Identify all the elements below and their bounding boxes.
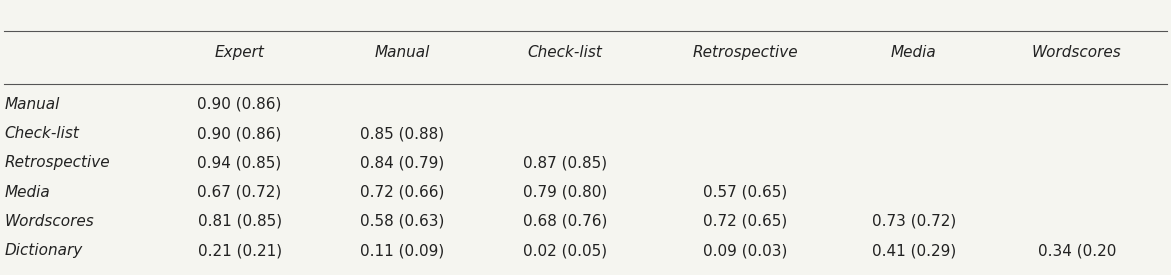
Text: 0.90 (0.86): 0.90 (0.86) — [198, 126, 282, 141]
Text: Retrospective: Retrospective — [692, 45, 799, 60]
Text: Dictionary: Dictionary — [5, 243, 82, 258]
Text: 0.09 (0.03): 0.09 (0.03) — [703, 243, 788, 258]
Text: Media: Media — [891, 45, 937, 60]
Text: 0.58 (0.63): 0.58 (0.63) — [361, 214, 445, 229]
Text: 0.73 (0.72): 0.73 (0.72) — [872, 214, 956, 229]
Text: Check-list: Check-list — [5, 126, 78, 141]
Text: Manual: Manual — [375, 45, 430, 60]
Text: 0.21 (0.21): 0.21 (0.21) — [198, 243, 282, 258]
Text: Check-list: Check-list — [528, 45, 603, 60]
Text: 0.57 (0.65): 0.57 (0.65) — [704, 185, 787, 200]
Text: 0.02 (0.05): 0.02 (0.05) — [523, 243, 608, 258]
Text: 0.72 (0.65): 0.72 (0.65) — [704, 214, 787, 229]
Text: Wordscores: Wordscores — [5, 214, 94, 229]
Text: 0.81 (0.85): 0.81 (0.85) — [198, 214, 282, 229]
Text: Expert: Expert — [214, 45, 265, 60]
Text: Manual: Manual — [5, 97, 60, 112]
Text: 0.41 (0.29): 0.41 (0.29) — [872, 243, 956, 258]
Text: Retrospective: Retrospective — [5, 155, 110, 170]
Text: 0.85 (0.88): 0.85 (0.88) — [361, 126, 445, 141]
Text: 0.68 (0.76): 0.68 (0.76) — [523, 214, 608, 229]
Text: Media: Media — [5, 185, 50, 200]
Text: 0.11 (0.09): 0.11 (0.09) — [361, 243, 445, 258]
Text: 0.90 (0.86): 0.90 (0.86) — [198, 97, 282, 112]
Text: 0.94 (0.85): 0.94 (0.85) — [198, 155, 282, 170]
Text: 0.34 (0.20: 0.34 (0.20 — [1038, 243, 1116, 258]
Text: 0.79 (0.80): 0.79 (0.80) — [523, 185, 608, 200]
Text: 0.87 (0.85): 0.87 (0.85) — [523, 155, 608, 170]
Text: Wordscores: Wordscores — [1032, 45, 1122, 60]
Text: 0.84 (0.79): 0.84 (0.79) — [361, 155, 445, 170]
Text: 0.67 (0.72): 0.67 (0.72) — [198, 185, 282, 200]
Text: 0.72 (0.66): 0.72 (0.66) — [361, 185, 445, 200]
